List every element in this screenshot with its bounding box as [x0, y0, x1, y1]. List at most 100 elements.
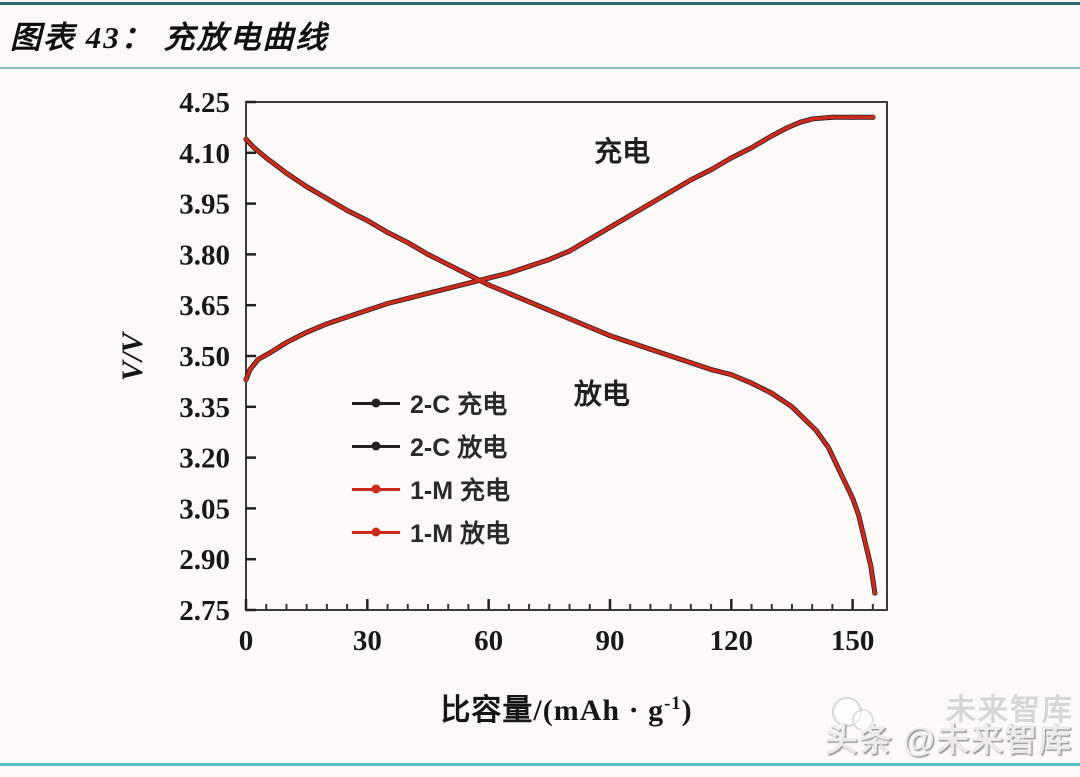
series-marker	[284, 171, 289, 176]
series-marker	[607, 333, 613, 338]
series-marker	[446, 262, 451, 267]
series-marker	[648, 201, 653, 206]
series-marker	[789, 404, 795, 409]
series-marker	[830, 115, 835, 120]
y-tick-label: 3.95	[179, 189, 230, 221]
series-line	[244, 115, 875, 382]
series-marker	[834, 462, 839, 467]
series-line	[243, 114, 876, 383]
plot-frame	[245, 101, 888, 611]
series-marker	[547, 257, 552, 262]
series-marker	[385, 301, 390, 306]
series-marker	[304, 184, 309, 189]
chart-area: 0 30 60 90 120 150 2.75 2.90 3.05 3.20 3.35 3.50 3.6…	[0, 70, 1080, 760]
series-line	[244, 137, 877, 595]
series-marker	[251, 145, 257, 150]
series-marker	[567, 248, 572, 254]
series-marker	[607, 225, 613, 230]
series-marker	[749, 145, 754, 150]
series-marker	[506, 291, 511, 296]
series-marker	[628, 340, 633, 345]
series-marker	[648, 347, 653, 352]
legend-marker-icon	[352, 484, 400, 494]
series-marker	[243, 377, 249, 382]
series-marker	[870, 115, 875, 120]
y-tick-label: 3.35	[179, 392, 230, 424]
legend-item: 2-C 充电	[352, 388, 510, 419]
legend-item: 1-M 放电	[352, 517, 511, 548]
series-marker	[688, 177, 693, 182]
series-marker	[842, 479, 847, 484]
y-axis-label: V/V	[116, 332, 149, 382]
series-marker	[264, 155, 269, 160]
series-marker	[425, 252, 431, 257]
series-marker	[425, 291, 431, 296]
legend-marker-dot-icon	[371, 484, 381, 494]
series-marker	[268, 350, 273, 355]
series-marker	[814, 428, 819, 433]
legend-item: 1-M 充电	[352, 474, 511, 505]
chart-canvas: 0 30 60 90 120 150 2.75 2.90 3.05 3.20 3.35 3.50 3.6…	[179, 87, 888, 657]
series-marker	[810, 116, 815, 122]
series-marker	[797, 120, 803, 125]
series-marker	[668, 189, 673, 194]
y-tick-label: 2.75	[179, 595, 230, 627]
legend-label: 1-M 放电	[410, 520, 511, 548]
series-marker	[769, 391, 774, 396]
watermark: 未来智库 头条 @未来智库	[814, 691, 1074, 761]
bottom-border-line	[0, 763, 1080, 766]
series-marker	[304, 330, 309, 335]
y-tick-label: 2.90	[179, 544, 230, 576]
series-marker	[668, 353, 673, 359]
series-marker	[860, 530, 865, 535]
series-marker	[486, 276, 491, 281]
x-tick-label: 120	[710, 625, 754, 657]
series-marker	[365, 308, 370, 313]
series-marker	[708, 367, 714, 372]
series-marker	[547, 308, 552, 313]
series-marker	[708, 167, 714, 172]
legend-label: 2-C 放电	[410, 434, 508, 462]
series-marker	[345, 314, 350, 320]
x-tick-label: 30	[353, 625, 382, 657]
legend-marker-dot-icon	[371, 398, 381, 408]
legend-label: 1-M 充电	[410, 477, 511, 505]
series-marker	[256, 357, 261, 362]
x-axis-label-superscript: -1	[664, 693, 682, 714]
series-marker	[405, 296, 410, 301]
legend-marker-dot-icon	[371, 441, 381, 451]
figure-title: 图表 43： 充放电曲线	[10, 20, 329, 55]
x-tick-label: 150	[831, 625, 875, 657]
x-axis-label-end: )	[681, 694, 693, 727]
series-marker	[870, 577, 875, 582]
x-axis-label-main: 比容量/(mAh · g	[440, 694, 665, 727]
legend-marker-dot-icon	[371, 527, 381, 537]
y-tick-label: 4.10	[179, 138, 230, 170]
series-marker	[466, 272, 471, 277]
legend-marker-icon	[352, 398, 400, 408]
series-marker	[365, 218, 370, 223]
series-marker	[769, 133, 774, 138]
legend-label: 2-C 充电	[410, 391, 508, 419]
legend-marker-icon	[352, 527, 400, 537]
legend-marker-icon	[352, 441, 400, 451]
series-marker	[868, 563, 873, 569]
chart-annotation: 充电	[594, 135, 650, 167]
series-marker	[486, 282, 491, 287]
y-tick-label: 4.25	[179, 87, 230, 119]
series-marker	[345, 208, 350, 213]
series-marker	[856, 513, 861, 518]
series-marker	[749, 380, 754, 386]
watermark-ghost-text: 未来智库	[946, 694, 1074, 727]
series-marker	[405, 240, 410, 245]
series-marker	[628, 213, 633, 218]
y-tick-label: 3.05	[179, 493, 230, 525]
title-underline	[0, 67, 1080, 69]
y-tick-label: 3.65	[179, 290, 230, 322]
watermark-smiley-icon	[832, 697, 874, 731]
x-tick-label: 0	[239, 625, 254, 657]
series-marker	[872, 590, 877, 596]
legend-item: 2-C 放电	[352, 431, 510, 462]
series-marker	[688, 360, 693, 365]
